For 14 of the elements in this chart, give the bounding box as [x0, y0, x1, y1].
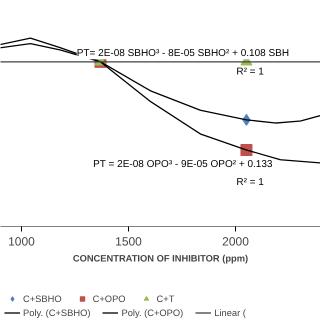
- annotation: R² = 1: [236, 66, 264, 78]
- annotation: PT = 2E-08 OPO³ - 9E-05 OPO² + 0.133: [93, 158, 273, 170]
- x-tick-label: 1500: [115, 234, 142, 248]
- legend-label: C+SBHO: [23, 293, 62, 304]
- legend-label: C+T: [156, 293, 176, 304]
- legend-label: Poly. (C+SBHO): [23, 307, 90, 318]
- x-tick-label: 1000: [8, 234, 36, 248]
- legend-label: Linear (: [214, 307, 246, 318]
- legend-label: Poly. (C+OPO): [121, 307, 184, 318]
- annotation: PT= 2E-08 SBHO³ - 8E-05 SBHO² + 0.108 SBH: [76, 48, 290, 60]
- x-tick-label: 2000: [222, 234, 250, 248]
- x-axis-title: CONCENTRATION OF INHIBITOR (ppm): [72, 254, 248, 264]
- annotation: R² = 1: [236, 176, 264, 188]
- legend-label: C+OPO: [92, 293, 126, 304]
